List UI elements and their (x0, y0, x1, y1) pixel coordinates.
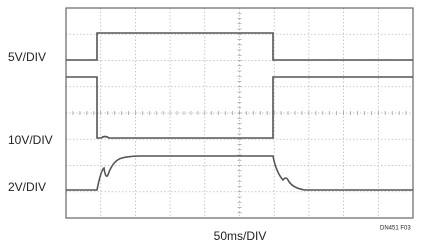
figure-id: DN451 F03 (380, 226, 411, 232)
graticule (65, 7, 414, 219)
trace-3 (66, 155, 413, 191)
trace-2 (66, 76, 413, 139)
time-scale: 50ms/DIV (214, 229, 267, 243)
trace-3-scale: 2V/DIV (8, 180, 46, 194)
trace-1 (66, 32, 413, 61)
screen-border (65, 7, 414, 219)
trace-1-scale: 5V/DIV (8, 50, 46, 64)
trace-2-scale: 10V/DIV (8, 133, 53, 147)
